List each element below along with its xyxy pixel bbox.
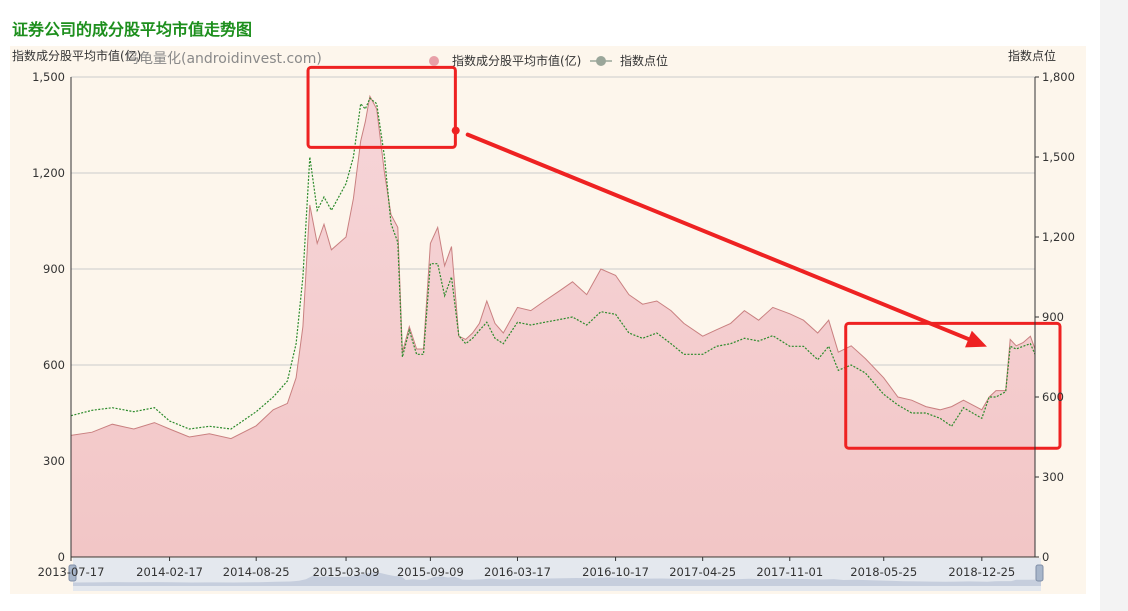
x-axis-tick-label: 2014-08-25 (223, 565, 290, 579)
highlight-box (844, 321, 1062, 450)
zoom-preview (73, 572, 1041, 586)
x-axis-tick-label: 2016-03-17 (484, 565, 551, 579)
market-cap-area (71, 96, 1035, 557)
left-axis-tick-label: 900 (43, 262, 65, 276)
chart-svg: 指数成分股平均市值(亿) 指数点位 指数成分股平均市值(亿) 指数点位 乌龟量化(… (12, 48, 1075, 591)
annotation-arrow-head (965, 330, 987, 348)
right-axis-tick-label: 1,500 (1042, 150, 1075, 164)
legend-swatch-market-cap (429, 56, 439, 66)
data-zoom-slider[interactable] (68, 558, 1044, 591)
chart-card: 指数成分股平均市值(亿) 指数点位 指数成分股平均市值(亿) 指数点位 乌龟量化(… (10, 46, 1086, 594)
x-axis-tick-label: 2018-05-25 (850, 565, 917, 579)
x-axis-tick-label: 2015-03-09 (313, 565, 380, 579)
legend-item-market-cap[interactable]: 指数成分股平均市值(亿) (429, 53, 581, 68)
x-axis-tick-label: 2016-10-17 (582, 565, 649, 579)
highlight-box (306, 65, 457, 149)
legend-swatch-index (596, 56, 606, 66)
right-axis-tick-label: 1,200 (1042, 230, 1075, 244)
right-axis-tick-label: 600 (1042, 390, 1064, 404)
left-axis-label: 指数成分股平均市值(亿) (12, 48, 141, 63)
x-axis-tick-label: 2014-02-17 (136, 565, 203, 579)
x-axis-tick-label: 2017-04-25 (669, 565, 736, 579)
right-axis-tick-label: 1,800 (1042, 70, 1075, 84)
legend-item-index[interactable]: 指数点位 (590, 53, 668, 68)
left-axis-tick-label: 300 (43, 454, 65, 468)
zoom-handle-right[interactable] (1035, 564, 1044, 582)
x-axis-tick-label: 2017-11-01 (756, 565, 823, 579)
axis-layer: 0 300 600 900 1,200 1,500 0 300 600 900 1,200 1,500… (32, 70, 1075, 579)
right-axis-tick-label: 900 (1042, 310, 1064, 324)
x-axis-tick-label: 2015-09-09 (397, 565, 464, 579)
index-level-line (70, 97, 1036, 430)
annotation-arrow-line (465, 132, 971, 342)
left-axis-tick-label: 1,500 (32, 70, 65, 84)
left-axis-tick-label: 1,200 (32, 166, 65, 180)
right-axis-label: 指数点位 (1008, 48, 1056, 63)
area-layer (70, 94, 1036, 557)
right-axis-tick-label: 0 (1042, 550, 1049, 564)
annotation-layer (306, 65, 1062, 450)
watermark: 乌龟量化(androidinvest.com) (125, 51, 322, 67)
left-axis-tick-label: 0 (58, 550, 65, 564)
zoom-handle-left[interactable] (68, 564, 77, 582)
legend-label-index: 指数点位 (620, 53, 668, 68)
page-title: 证券公司的成分股平均市值走势图 (12, 20, 253, 39)
right-axis-tick-label: 300 (1042, 470, 1064, 484)
x-axis-tick-label: 2013-07-17 (38, 565, 105, 579)
legend-label-market-cap: 指数成分股平均市值(亿) (452, 53, 581, 68)
annotation-dot (451, 126, 460, 135)
legend[interactable]: 指数成分股平均市值(亿) 指数点位 (429, 53, 668, 68)
side-panel (1100, 0, 1128, 611)
market-cap-line (70, 94, 1036, 440)
x-axis-tick-label: 2018-12-25 (948, 565, 1015, 579)
left-axis-tick-label: 600 (43, 358, 65, 372)
